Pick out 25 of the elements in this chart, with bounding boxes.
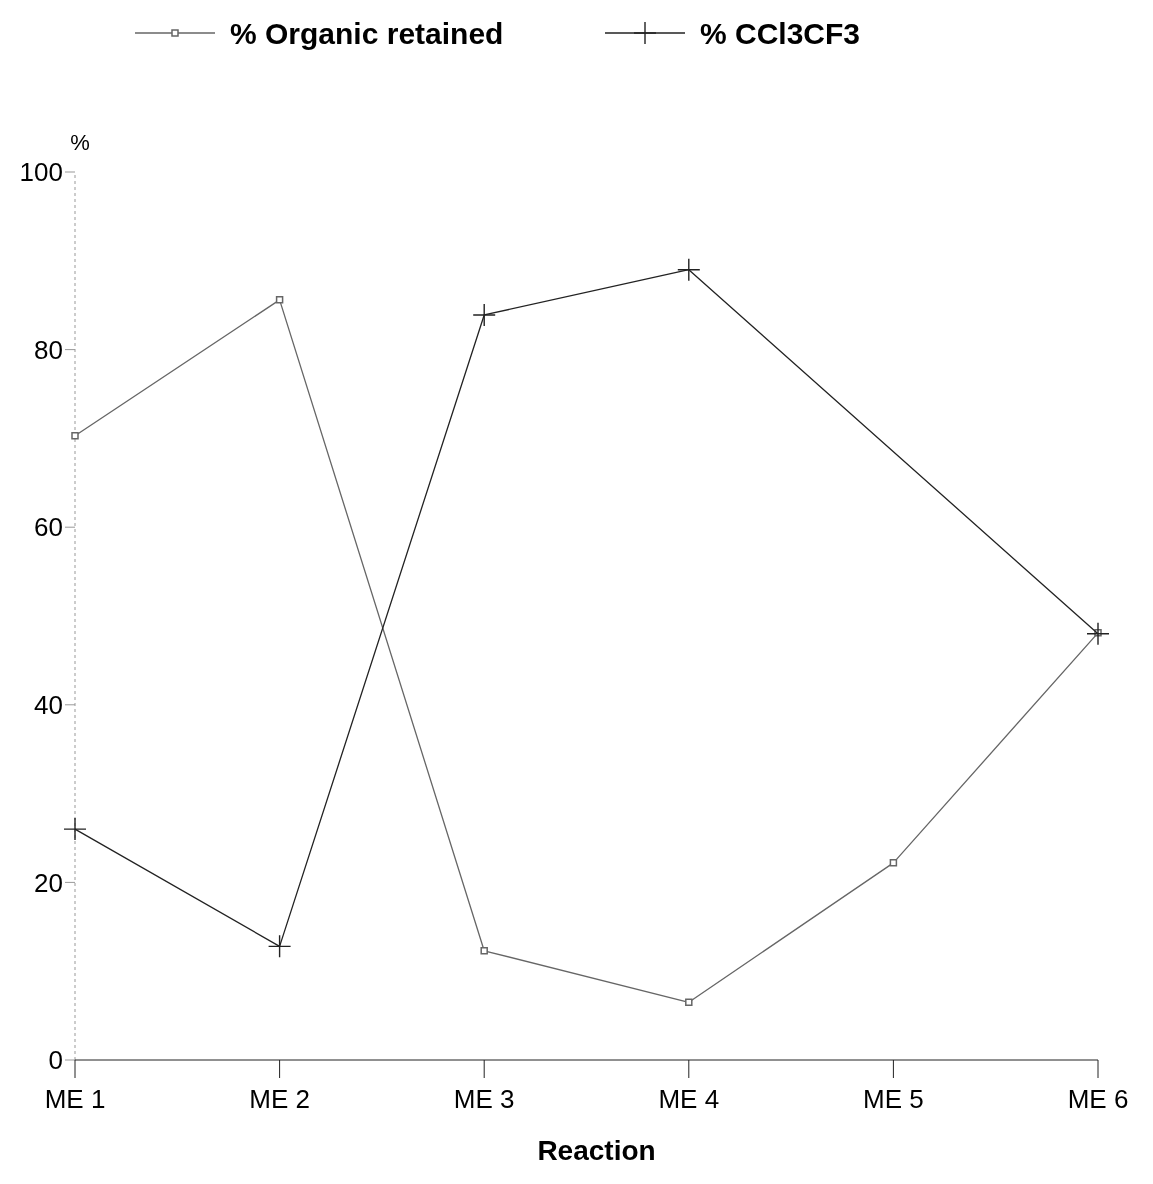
y-tick-label: 100 xyxy=(19,157,63,188)
point xyxy=(473,303,496,326)
y-tick-label: 60 xyxy=(34,512,63,543)
x-tick-label: ME 1 xyxy=(44,1084,106,1114)
y-axis-title: % xyxy=(70,130,90,155)
point xyxy=(64,818,86,841)
point xyxy=(889,859,898,867)
legend-label: % CCl3CF3 xyxy=(700,16,861,50)
x-tick-label: ME 5 xyxy=(863,1084,924,1114)
x-tick-label: ME 3 xyxy=(453,1084,515,1114)
y-tick-label: 40 xyxy=(34,689,63,720)
point xyxy=(71,431,79,440)
x-tick-label: ME 4 xyxy=(658,1084,720,1114)
point xyxy=(275,296,284,304)
point xyxy=(685,998,693,1007)
x-tick-label: ME 2 xyxy=(249,1084,310,1114)
point xyxy=(1087,622,1109,645)
y-tick-label: 20 xyxy=(34,867,63,898)
y-tick-label: 0 xyxy=(48,1045,63,1076)
x-tick-label: ME 6 xyxy=(1067,1084,1129,1114)
x-axis-title: Reaction xyxy=(537,1135,656,1166)
point xyxy=(480,947,488,955)
legend-label: % Organic retained xyxy=(230,16,504,50)
y-tick-label: 80 xyxy=(34,334,63,365)
point xyxy=(677,258,700,281)
